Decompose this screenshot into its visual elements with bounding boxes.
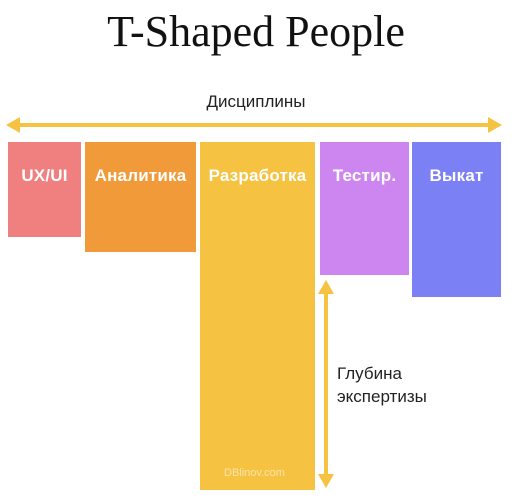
- discipline-block-analytics: Аналитика: [85, 142, 196, 252]
- disciplines-axis-label: Дисциплины: [206, 92, 306, 111]
- discipline-block-ux-ui: UX/UI: [8, 142, 81, 237]
- expertise-depth-line-1: Глубина: [337, 364, 402, 383]
- discipline-label: Разработка: [208, 166, 307, 185]
- vertical-double-arrow: [318, 280, 334, 488]
- discipline-block-release: Выкат: [412, 142, 501, 297]
- expertise-depth-label: Глубина экспертизы: [337, 362, 427, 408]
- diagram-title: T-Shaped People: [107, 7, 405, 56]
- watermark: DBlinov.com: [224, 467, 285, 479]
- discipline-label: Тестир.: [332, 166, 397, 185]
- discipline-block-testing: Тестир.: [320, 142, 409, 275]
- discipline-label: Выкат: [429, 166, 484, 185]
- discipline-label: Аналитика: [94, 166, 187, 185]
- discipline-block-development: Разработка: [200, 142, 315, 490]
- horizontal-double-arrow: [6, 117, 502, 133]
- expertise-depth-line-2: экспертизы: [337, 387, 427, 406]
- discipline-label: UX/UI: [21, 166, 68, 185]
